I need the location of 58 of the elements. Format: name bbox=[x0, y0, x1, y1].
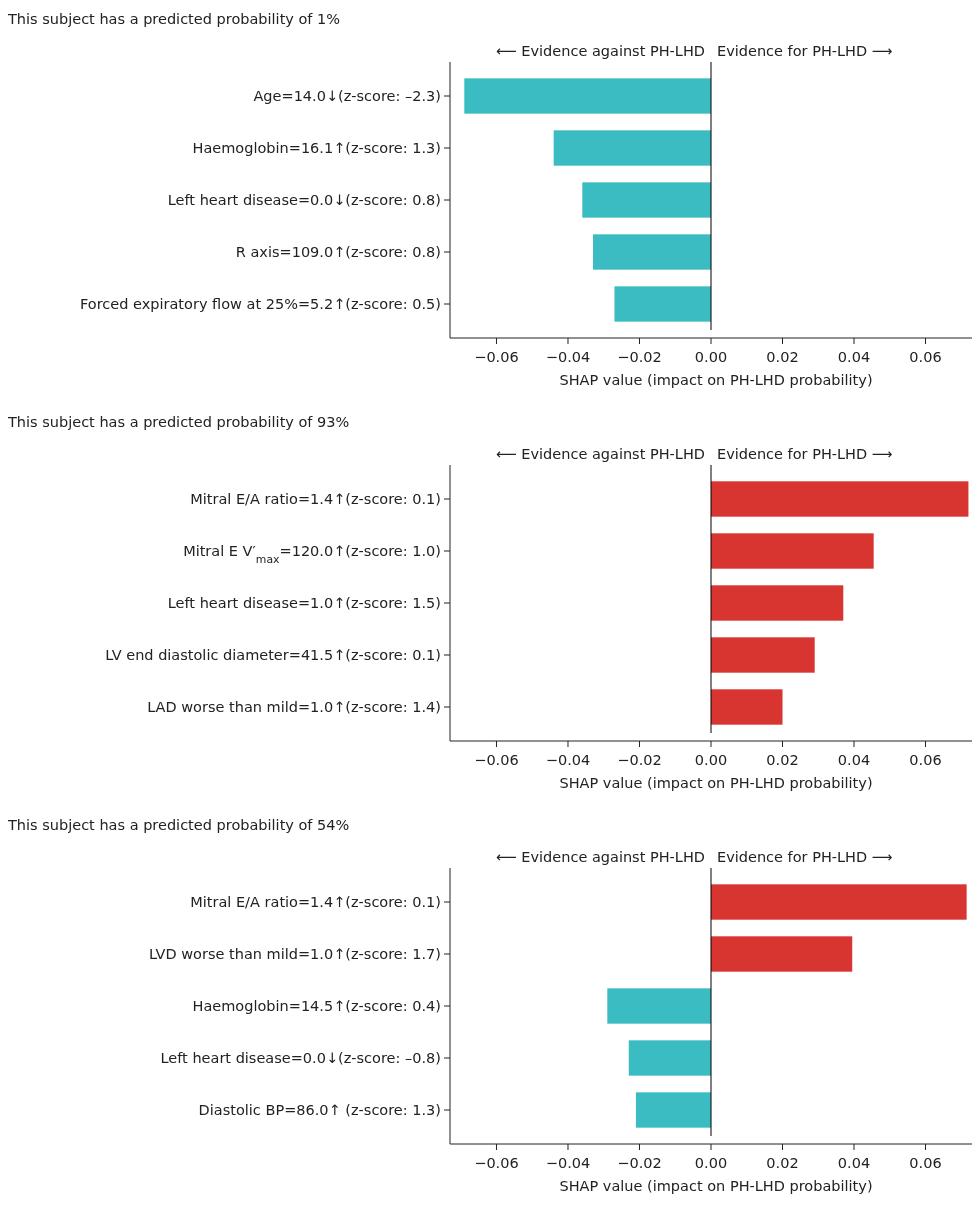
y-tick-label: Mitral E/A ratio=1.4↑(z-score: 0.1) bbox=[190, 894, 441, 910]
x-tick-label: 0.06 bbox=[909, 349, 942, 365]
x-tick-label: 0.02 bbox=[766, 1155, 799, 1171]
x-tick-label: −0.06 bbox=[474, 349, 519, 365]
y-tick-label: Forced expiratory flow at 25%=5.2↑(z-score: 0.5) bbox=[80, 296, 441, 312]
bar bbox=[628, 1040, 711, 1076]
x-tick-label: 0.00 bbox=[694, 1155, 728, 1171]
y-tick-label: Mitral E/A ratio=1.4↑(z-score: 0.1) bbox=[190, 491, 441, 507]
bar bbox=[711, 689, 783, 725]
x-tick-label: 0.04 bbox=[837, 1155, 871, 1171]
y-tick-label: Age=14.0↓(z-score: –2.3) bbox=[253, 88, 441, 104]
text: This subject has a predicted probability of 93% bbox=[7, 414, 350, 430]
text: Evidence for PH-LHD ⟶ bbox=[717, 43, 893, 59]
x-tick-label: −0.04 bbox=[545, 349, 591, 365]
x-tick-label: 0.02 bbox=[766, 349, 799, 365]
text: ⟵ Evidence against PH-LHD bbox=[495, 849, 705, 865]
text: This subject has a predicted probability of 54% bbox=[7, 817, 350, 833]
y-tick-label: Haemoglobin=14.5↑(z-score: 0.4) bbox=[192, 998, 441, 1014]
y-tick-label: Left heart disease=1.0↑(z-score: 1.5) bbox=[167, 595, 441, 611]
x-tick-label: 0.04 bbox=[837, 752, 871, 768]
x-axis-title: SHAP value (impact on PH-LHD probability) bbox=[559, 372, 873, 388]
x-tick-label: −0.06 bbox=[474, 1155, 519, 1171]
bar bbox=[711, 481, 969, 517]
y-tick-label: LAD worse than mild=1.0↑(z-score: 1.4) bbox=[147, 699, 441, 715]
y-tick-label: Left heart disease=0.0↓(z-score: 0.8) bbox=[167, 192, 441, 208]
bar bbox=[635, 1092, 711, 1128]
x-tick-label: 0.06 bbox=[909, 752, 942, 768]
x-tick-label: −0.04 bbox=[545, 1155, 591, 1171]
x-tick-label: −0.04 bbox=[545, 752, 591, 768]
text: Evidence for PH-LHD ⟶ bbox=[717, 446, 893, 462]
x-tick-label: 0.04 bbox=[837, 349, 871, 365]
x-tick-label: 0.00 bbox=[694, 349, 728, 365]
text: ⟵ Evidence against PH-LHD bbox=[495, 446, 705, 462]
text: Evidence for PH-LHD ⟶ bbox=[717, 849, 893, 865]
x-tick-label: 0.02 bbox=[766, 752, 799, 768]
bar bbox=[711, 936, 853, 972]
bar bbox=[607, 988, 711, 1024]
y-tick-label: Mitral E V′$_{max}$=120.0↑(z-score: 1.0) bbox=[183, 543, 441, 566]
x-axis-title: SHAP value (impact on PH-LHD probability) bbox=[559, 775, 873, 791]
y-tick-label: Left heart disease=0.0↓(z-score: –0.8) bbox=[160, 1050, 441, 1066]
y-tick-label: Haemoglobin=16.1↑(z-score: 1.3) bbox=[192, 140, 441, 156]
text: This subject has a predicted probability of 1% bbox=[7, 11, 341, 27]
bar bbox=[711, 637, 815, 673]
x-tick-label: −0.02 bbox=[617, 752, 662, 768]
x-tick-label: 0.06 bbox=[909, 1155, 942, 1171]
y-tick-label: LVD worse than mild=1.0↑(z-score: 1.7) bbox=[149, 946, 441, 962]
y-tick-label: LV end diastolic diameter=41.5↑(z-score: 0.1) bbox=[105, 647, 441, 663]
x-tick-label: 0.00 bbox=[694, 752, 728, 768]
x-axis-title: SHAP value (impact on PH-LHD probability) bbox=[559, 1178, 873, 1194]
bar bbox=[711, 533, 874, 569]
x-tick-label: −0.02 bbox=[617, 349, 662, 365]
bar bbox=[711, 884, 967, 920]
text: ⟵ Evidence against PH-LHD bbox=[495, 43, 705, 59]
x-tick-label: −0.02 bbox=[617, 1155, 662, 1171]
y-tick-label: Diastolic BP=86.0↑ (z-score: 1.3) bbox=[198, 1102, 441, 1118]
y-tick-label: R axis=109.0↑(z-score: 0.8) bbox=[235, 244, 441, 260]
bar bbox=[711, 585, 844, 621]
x-tick-label: −0.06 bbox=[474, 752, 519, 768]
